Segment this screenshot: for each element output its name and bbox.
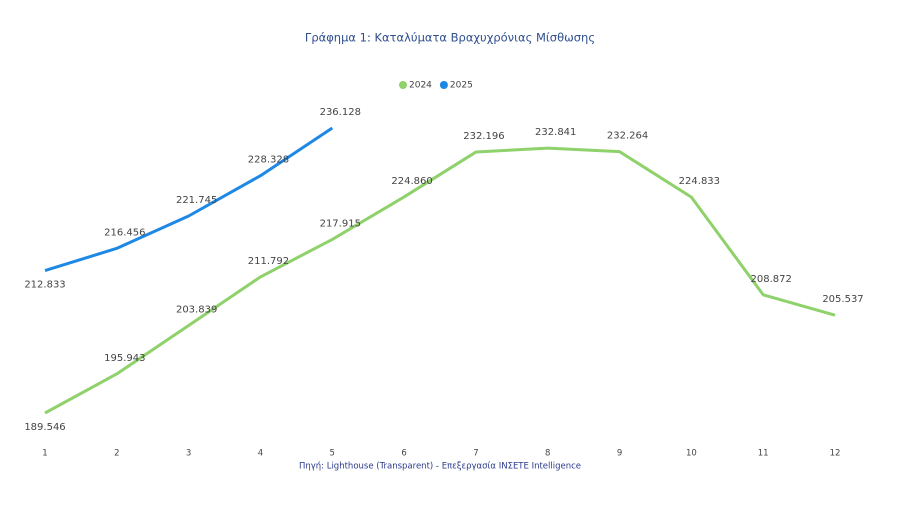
- legend-marker: [399, 81, 407, 89]
- x-tick-label: 3: [186, 449, 191, 459]
- x-tick-label: 12: [830, 449, 841, 459]
- data-label: 232.264: [607, 131, 648, 142]
- data-label: 221.745: [176, 195, 217, 206]
- x-tick-label: 8: [545, 449, 550, 459]
- data-label: 216.456: [104, 227, 145, 238]
- data-label: 205.537: [822, 294, 863, 305]
- data-label: 224.833: [679, 176, 720, 187]
- data-label: 217.915: [320, 218, 361, 229]
- x-tick-label: 2: [114, 449, 119, 459]
- data-label: 232.196: [463, 131, 504, 142]
- x-tick-label: 11: [758, 449, 769, 459]
- data-label: 232.841: [535, 127, 576, 138]
- data-label: 236.128: [320, 107, 361, 118]
- x-tick-label: 9: [617, 449, 622, 459]
- x-tick-label: 5: [330, 449, 335, 459]
- data-label: 203.839: [176, 305, 217, 316]
- x-tick-label: 10: [686, 449, 697, 459]
- x-tick-label: 6: [401, 449, 406, 459]
- series-line: [44, 126, 334, 272]
- chart-title: Γράφημα 1: Καταλύματα Βραχυχρόνιας Μίσθω…: [305, 31, 595, 45]
- legend-label: 2025: [450, 81, 473, 91]
- x-tick-label: 7: [473, 449, 478, 459]
- data-label: 208.872: [751, 274, 792, 285]
- x-tick-label: 4: [258, 449, 263, 459]
- legend-marker: [439, 81, 448, 89]
- data-label: 189.546: [24, 422, 65, 433]
- legend-label: 2024: [409, 81, 432, 91]
- series-line: [44, 146, 836, 415]
- x-tick-label: 1: [42, 449, 47, 459]
- source-note: Πηγή: Lighthouse (Transparent) - Επεξεργ…: [299, 462, 581, 472]
- data-label: 228.328: [248, 155, 289, 166]
- data-label: 224.860: [391, 176, 432, 187]
- data-label: 195.943: [104, 353, 145, 364]
- data-label: 211.792: [248, 256, 289, 267]
- data-label: 212.833: [24, 280, 65, 291]
